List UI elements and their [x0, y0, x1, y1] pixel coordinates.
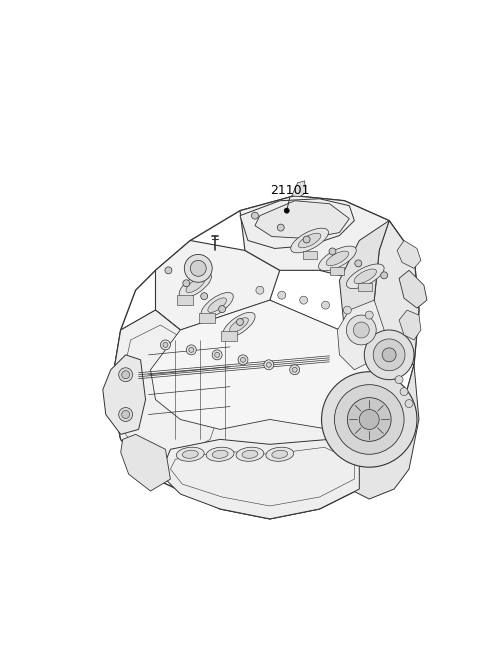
Circle shape [329, 248, 336, 255]
Circle shape [163, 343, 168, 347]
Circle shape [122, 371, 130, 379]
Circle shape [322, 372, 417, 467]
Circle shape [218, 306, 226, 312]
Polygon shape [399, 310, 421, 340]
Circle shape [184, 254, 212, 282]
Circle shape [215, 352, 220, 358]
Ellipse shape [326, 251, 348, 266]
Circle shape [373, 339, 405, 371]
Ellipse shape [230, 318, 248, 332]
Circle shape [256, 286, 264, 294]
Circle shape [382, 348, 396, 362]
Circle shape [119, 407, 132, 421]
Polygon shape [199, 313, 215, 323]
Circle shape [355, 260, 362, 267]
Polygon shape [337, 300, 384, 370]
Circle shape [165, 267, 172, 274]
Polygon shape [111, 300, 399, 519]
Polygon shape [302, 252, 316, 259]
Circle shape [322, 301, 329, 309]
Circle shape [240, 358, 245, 362]
Polygon shape [240, 198, 354, 248]
Ellipse shape [236, 447, 264, 461]
Circle shape [122, 411, 130, 419]
Ellipse shape [272, 450, 288, 458]
Ellipse shape [186, 278, 204, 293]
Circle shape [237, 318, 243, 326]
Ellipse shape [347, 264, 384, 289]
Circle shape [348, 398, 391, 441]
Polygon shape [240, 196, 409, 280]
Polygon shape [358, 283, 372, 291]
Circle shape [364, 330, 414, 380]
Circle shape [395, 376, 403, 384]
Polygon shape [369, 221, 419, 365]
Polygon shape [344, 365, 419, 499]
Polygon shape [399, 271, 427, 308]
Polygon shape [151, 300, 384, 430]
Circle shape [277, 224, 284, 231]
Ellipse shape [182, 450, 198, 458]
Text: 21101: 21101 [270, 184, 310, 197]
Polygon shape [178, 295, 193, 305]
Polygon shape [255, 200, 349, 238]
Circle shape [343, 306, 351, 314]
Polygon shape [111, 310, 230, 479]
Ellipse shape [242, 450, 258, 458]
Ellipse shape [206, 447, 234, 461]
Circle shape [360, 409, 379, 430]
Circle shape [365, 311, 373, 319]
Polygon shape [397, 240, 421, 269]
Circle shape [290, 365, 300, 375]
Circle shape [264, 360, 274, 370]
Circle shape [190, 261, 206, 276]
Circle shape [335, 384, 404, 455]
Polygon shape [103, 355, 145, 434]
Ellipse shape [177, 447, 204, 461]
Polygon shape [120, 434, 170, 491]
Circle shape [347, 315, 376, 345]
Ellipse shape [319, 246, 356, 271]
Circle shape [292, 367, 297, 372]
Ellipse shape [266, 447, 294, 461]
Circle shape [405, 400, 413, 407]
Circle shape [266, 362, 271, 367]
Polygon shape [330, 267, 344, 275]
Polygon shape [292, 181, 306, 196]
Ellipse shape [179, 272, 211, 298]
Ellipse shape [354, 269, 376, 284]
Circle shape [353, 322, 369, 338]
Circle shape [303, 236, 310, 243]
Circle shape [300, 296, 308, 304]
Circle shape [201, 293, 208, 299]
Circle shape [160, 340, 170, 350]
Ellipse shape [223, 312, 255, 338]
Circle shape [381, 272, 388, 279]
Ellipse shape [212, 450, 228, 458]
Polygon shape [339, 221, 389, 355]
Circle shape [238, 355, 248, 365]
Ellipse shape [201, 293, 233, 318]
Circle shape [189, 347, 194, 352]
Circle shape [212, 350, 222, 360]
Circle shape [278, 291, 286, 299]
Circle shape [186, 345, 196, 355]
Circle shape [252, 212, 258, 219]
Ellipse shape [291, 228, 328, 253]
Circle shape [119, 367, 132, 382]
Polygon shape [160, 440, 360, 519]
Circle shape [400, 388, 408, 396]
Ellipse shape [208, 298, 227, 312]
Polygon shape [221, 331, 237, 341]
Ellipse shape [299, 233, 321, 248]
Circle shape [284, 208, 289, 213]
Polygon shape [156, 240, 280, 340]
Circle shape [183, 280, 190, 287]
Polygon shape [111, 196, 419, 519]
